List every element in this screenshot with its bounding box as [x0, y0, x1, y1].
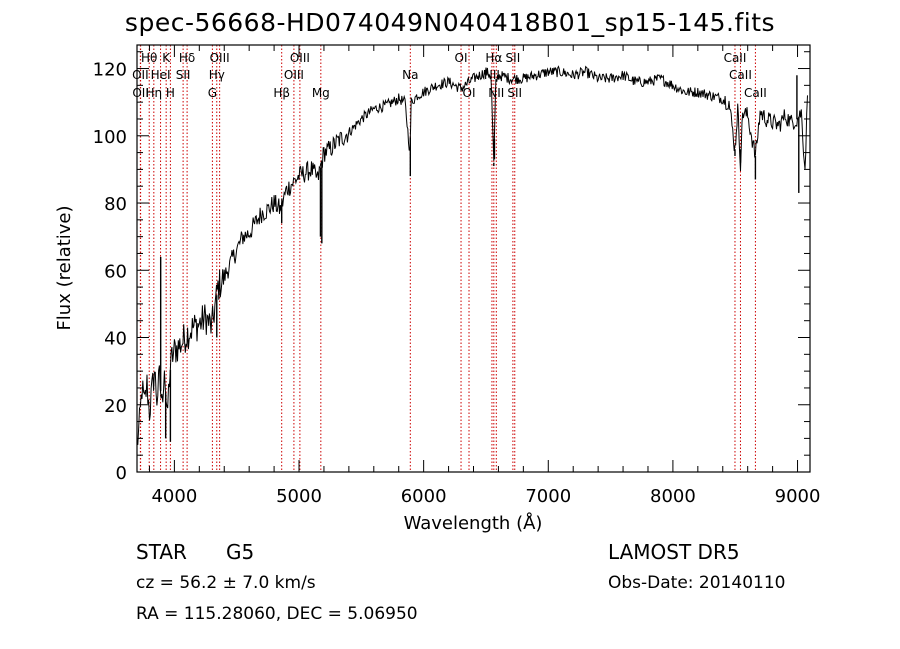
y-axis-label: Flux (relative)	[54, 205, 75, 330]
subclass: G5	[226, 540, 255, 564]
obs-date-text: Obs-Date: 20140110	[608, 573, 786, 593]
line-marker-label: OIII	[290, 51, 310, 65]
line-marker-label: NII	[488, 86, 504, 100]
line-marker-label: Hδ	[179, 51, 195, 65]
line-marker-label: G	[208, 86, 217, 100]
emission-line-markers	[139, 45, 756, 472]
line-marker-label: OI	[463, 86, 476, 100]
line-marker-label: Hθ	[141, 51, 157, 65]
line-marker-label: CaII	[729, 68, 752, 82]
y-axis-ticks: 0 20 40 60 80 100 120	[93, 51, 810, 484]
x-axis-ticks: 4000 5000 6000 7000 8000 9000	[148, 45, 821, 507]
line-marker-label: Hβ	[273, 86, 290, 100]
line-marker-label: SII	[506, 51, 521, 65]
line-marker-label: Mg	[312, 86, 330, 100]
y-tick-label: 80	[104, 194, 127, 215]
line-marker-label: OI	[455, 51, 468, 65]
axes-frame	[136, 44, 811, 473]
spectrum-line	[136, 65, 808, 445]
line-marker-label: H	[166, 86, 175, 100]
line-marker-label: OII	[132, 68, 149, 82]
line-marker-label: Hη	[146, 86, 163, 100]
y-tick-label: 20	[104, 396, 127, 417]
x-tick-label: 6000	[401, 486, 447, 507]
coords-text: RA = 115.28060, DEC = 5.06950	[136, 604, 418, 624]
x-tick-label: 4000	[151, 486, 197, 507]
line-marker-label: SII	[176, 68, 191, 82]
line-marker-label: SII	[507, 86, 522, 100]
line-marker-label: OIII	[210, 51, 230, 65]
y-tick-label: 100	[93, 127, 127, 148]
y-tick-label: 60	[104, 261, 127, 282]
line-marker-label: CaII	[724, 51, 747, 65]
y-tick-label: 40	[104, 329, 127, 350]
spectrum-series	[136, 65, 808, 445]
x-axis-label: Wavelength (Å)	[404, 512, 543, 534]
plot-frame	[136, 44, 811, 473]
x-tick-label: 7000	[525, 486, 571, 507]
x-tick-label: 5000	[276, 486, 322, 507]
line-marker-label: Hγ	[209, 68, 225, 82]
x-tick-label: 8000	[650, 486, 696, 507]
y-tick-label: 0	[116, 463, 127, 484]
line-marker-label: Hα	[485, 51, 502, 65]
chart-title: spec-56668-HD074049N040418B01_sp15-145.f…	[124, 8, 776, 37]
redshift-text: cz = 56.2 ± 7.0 km/s	[136, 573, 316, 593]
line-marker-label: Na	[402, 68, 418, 82]
line-marker-label: K	[162, 51, 171, 65]
survey-label: LAMOST DR5	[608, 540, 740, 564]
object-class: STAR	[136, 540, 187, 564]
x-tick-label: 9000	[775, 486, 821, 507]
line-marker-label: OIII	[284, 68, 304, 82]
line-marker-label: CaII	[744, 86, 767, 100]
line-marker-label: HeI	[151, 68, 171, 82]
y-tick-label: 120	[93, 60, 127, 81]
